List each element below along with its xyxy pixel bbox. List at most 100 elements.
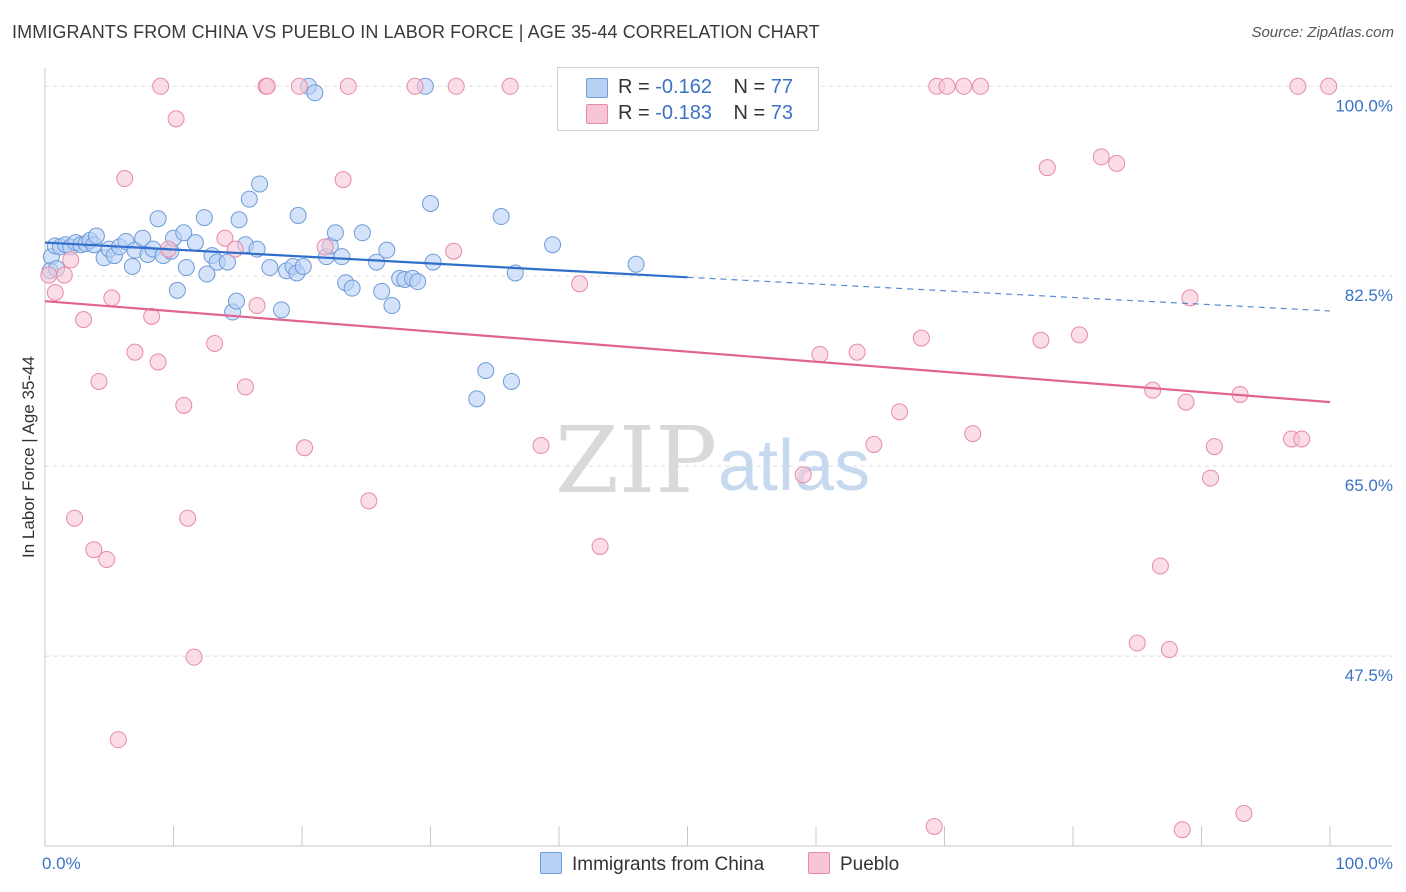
point-pueblo — [1108, 154, 1126, 172]
legend-label-pueblo: Pueblo — [840, 854, 900, 875]
point-pueblo — [891, 403, 909, 421]
point-pueblo — [290, 77, 308, 95]
legend-item-pueblo: Pueblo — [808, 852, 899, 876]
tick-labels: 100.0% 82.5% 65.0% 47.5% 0.0% 100.0% — [42, 96, 1393, 873]
gridlines — [45, 85, 1392, 657]
point-pueblo — [226, 240, 244, 258]
legend-china-r: -0.162 — [655, 76, 712, 98]
point-pueblo — [334, 171, 352, 189]
stats-legend: R = -0.162 N = 77 R = -0.183 N = 73 — [557, 67, 819, 131]
point-pueblo — [116, 170, 134, 188]
point-pueblo — [62, 251, 80, 269]
point-pueblo — [360, 492, 378, 510]
point-china — [261, 259, 279, 277]
point-pueblo — [316, 238, 334, 256]
point-pueblo — [55, 266, 73, 284]
y-tick-label: 82.5% — [1345, 286, 1393, 305]
point-pueblo — [143, 307, 161, 325]
point-china — [409, 273, 427, 291]
point-pueblo — [40, 266, 58, 284]
point-pueblo — [445, 242, 463, 260]
axes — [44, 68, 1392, 847]
legend-r-label: R = — [618, 76, 650, 98]
point-pueblo — [1160, 641, 1178, 659]
point-china — [492, 208, 510, 226]
point-china — [353, 224, 371, 242]
point-china — [343, 279, 361, 297]
y-tick-label: 47.5% — [1345, 666, 1393, 685]
point-china — [87, 227, 105, 245]
point-pueblo — [912, 329, 930, 347]
legend-swatch-china — [540, 852, 562, 874]
point-pueblo — [98, 550, 116, 568]
point-china — [134, 229, 152, 247]
legend-china-n: 77 — [770, 76, 794, 98]
point-china — [544, 236, 562, 254]
point-pueblo — [185, 648, 203, 666]
point-pueblo — [971, 77, 989, 95]
point-china — [230, 211, 248, 229]
legend-pueblo-r: -0.183 — [655, 102, 712, 124]
point-pueblo — [865, 435, 883, 453]
point-pueblo — [46, 283, 64, 301]
point-pueblo — [1201, 469, 1219, 487]
legend-n-label: N = — [733, 102, 766, 124]
trend-line-pueblo — [44, 300, 1331, 404]
point-pueblo — [1235, 804, 1253, 822]
legend-swatch-china — [586, 78, 608, 98]
point-pueblo — [925, 817, 943, 835]
point-pueblo — [571, 275, 589, 293]
point-china — [502, 372, 520, 390]
point-china — [333, 248, 351, 266]
point-china — [627, 255, 645, 273]
point-china — [272, 301, 290, 319]
point-pueblo — [501, 77, 519, 95]
point-pueblo — [109, 731, 127, 749]
point-pueblo — [1177, 393, 1195, 411]
point-pueblo — [1128, 634, 1146, 652]
point-pueblo — [206, 334, 224, 352]
point-china — [468, 390, 486, 408]
point-china — [477, 362, 495, 380]
point-pueblo — [811, 345, 829, 363]
point-pueblo — [216, 229, 234, 247]
point-china — [198, 265, 216, 283]
chart-title: IMMIGRANTS FROM CHINA VS PUEBLO IN LABOR… — [12, 22, 820, 42]
point-china — [378, 241, 396, 259]
point-pueblo — [1151, 557, 1169, 575]
trend-line-china-extension — [687, 276, 1331, 312]
point-pueblo — [85, 541, 103, 559]
point-china — [306, 84, 324, 102]
point-pueblo — [591, 537, 609, 555]
point-china — [383, 297, 401, 315]
watermark-atlas: atlas — [718, 426, 870, 506]
point-pueblo — [1144, 381, 1162, 399]
point-pueblo — [149, 353, 167, 371]
point-china — [218, 253, 236, 271]
point-pueblo — [152, 77, 170, 95]
point-pueblo — [90, 372, 108, 390]
point-pueblo — [938, 77, 956, 95]
series-china-points — [41, 77, 645, 408]
point-china — [424, 253, 442, 271]
trend-lines — [44, 241, 1331, 404]
point-pueblo — [75, 311, 93, 329]
point-pueblo — [848, 343, 866, 361]
point-china — [294, 257, 312, 275]
y-tick-label: 65.0% — [1345, 476, 1393, 495]
legend-swatch-pueblo — [808, 852, 830, 874]
x-tick-label: 100.0% — [1335, 854, 1393, 873]
legend-row-pueblo: R = -0.183 N = 73 — [618, 102, 793, 125]
point-china — [186, 234, 204, 252]
legend-row-china: R = -0.162 N = 77 — [618, 76, 793, 99]
point-pueblo — [248, 297, 266, 315]
point-pueblo — [175, 396, 193, 414]
point-china — [227, 292, 245, 310]
point-pueblo — [258, 77, 276, 95]
point-pueblo — [66, 509, 84, 527]
point-pueblo — [955, 77, 973, 95]
point-pueblo — [1173, 821, 1191, 839]
point-pueblo — [1070, 326, 1088, 344]
point-china — [240, 190, 258, 208]
y-tick-label: 100.0% — [1335, 96, 1393, 115]
